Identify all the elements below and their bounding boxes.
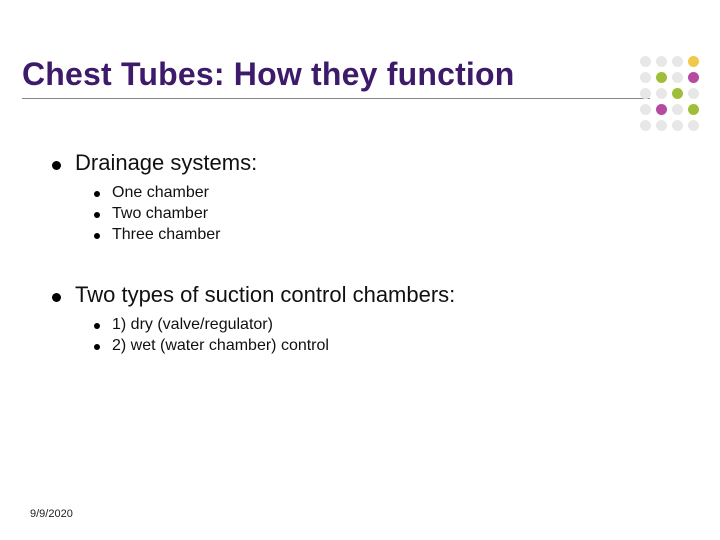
- bullet-text: Three chamber: [112, 226, 221, 244]
- decor-dot-grid: [640, 56, 702, 132]
- decor-dot-icon: [640, 120, 651, 131]
- decor-dot-icon: [656, 120, 667, 131]
- bullet-text: Drainage systems:: [75, 150, 257, 176]
- bullet-text: 1) dry (valve/regulator): [112, 316, 273, 334]
- decor-dot-icon: [672, 72, 683, 83]
- decor-dot-icon: [656, 104, 667, 115]
- decor-dot-icon: [672, 56, 683, 67]
- list-item: 2) wet (water chamber) control: [94, 337, 612, 355]
- content-area: Drainage systems: One chamber Two chambe…: [52, 150, 612, 365]
- decor-dot-icon: [688, 72, 699, 83]
- bullet-row: Two types of suction control chambers:: [52, 282, 612, 308]
- list-item: Two chamber: [94, 205, 612, 223]
- list-item: 1) dry (valve/regulator): [94, 316, 612, 334]
- decor-dot-icon: [640, 104, 651, 115]
- title-underline: [22, 98, 650, 99]
- sublist: One chamber Two chamber Three chamber: [94, 184, 612, 244]
- decor-dot-icon: [672, 104, 683, 115]
- bullet-text: 2) wet (water chamber) control: [112, 337, 329, 355]
- decor-dot-icon: [656, 88, 667, 99]
- bullet-text: One chamber: [112, 184, 209, 202]
- decor-dot-icon: [672, 88, 683, 99]
- spacer: [52, 254, 612, 282]
- decor-dot-icon: [688, 56, 699, 67]
- disc-icon: [94, 323, 100, 329]
- bullet-suction-control: Two types of suction control chambers: 1…: [52, 282, 612, 355]
- bullet-text: Two chamber: [112, 205, 208, 223]
- title-wrap: Chest Tubes: How they function: [22, 56, 642, 93]
- decor-dot-icon: [656, 56, 667, 67]
- disc-icon: [94, 344, 100, 350]
- disc-icon: [94, 212, 100, 218]
- decor-dot-icon: [688, 104, 699, 115]
- disc-icon: [52, 293, 61, 302]
- list-item: Three chamber: [94, 226, 612, 244]
- decor-dot-icon: [656, 72, 667, 83]
- bullet-drainage-systems: Drainage systems: One chamber Two chambe…: [52, 150, 612, 244]
- decor-dot-icon: [640, 56, 651, 67]
- decor-dot-icon: [672, 120, 683, 131]
- disc-icon: [52, 161, 61, 170]
- footer-date: 9/9/2020: [30, 508, 73, 520]
- decor-dot-icon: [640, 72, 651, 83]
- sublist: 1) dry (valve/regulator) 2) wet (water c…: [94, 316, 612, 355]
- decor-dot-icon: [640, 88, 651, 99]
- decor-dot-icon: [688, 88, 699, 99]
- slide: Chest Tubes: How they function Drainage …: [0, 0, 720, 540]
- disc-icon: [94, 233, 100, 239]
- disc-icon: [94, 191, 100, 197]
- bullet-row: Drainage systems:: [52, 150, 612, 176]
- slide-title: Chest Tubes: How they function: [22, 56, 642, 93]
- decor-dot-icon: [688, 120, 699, 131]
- bullet-text: Two types of suction control chambers:: [75, 282, 455, 308]
- list-item: One chamber: [94, 184, 612, 202]
